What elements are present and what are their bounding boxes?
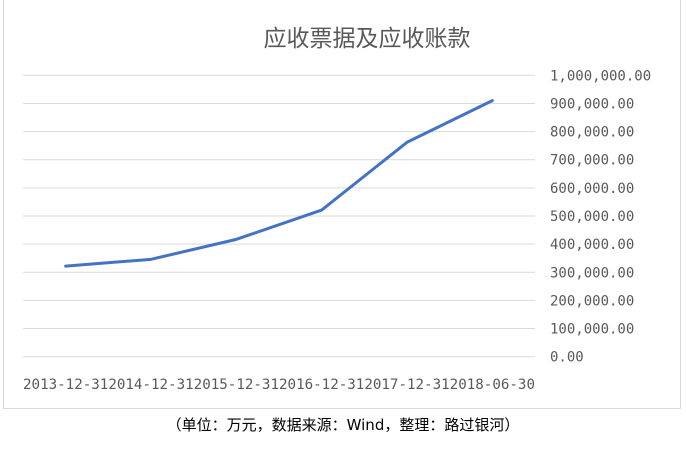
chart-frame xyxy=(3,0,681,409)
x-tick-label: 2014-12-31 xyxy=(108,377,193,393)
chart-title: 应收票据及应收账款 xyxy=(264,26,471,52)
gridlines xyxy=(23,74,535,358)
chart-caption: （单位：万元，数据来源：Wind，整理：路过银河） xyxy=(166,416,520,434)
x-tick-label: 2016-12-31 xyxy=(279,377,364,393)
y-tick-label: 600,000.00 xyxy=(550,181,634,197)
x-axis: 2013-12-31 2014-12-31 2015-12-31 2016-12-31… xyxy=(23,377,535,393)
y-tick-label: 200,000.00 xyxy=(550,293,634,309)
y-tick-label: 1,000,000.00 xyxy=(550,68,651,84)
y-tick-label: 100,000.00 xyxy=(550,322,634,338)
series-line xyxy=(64,99,494,268)
x-tick-label: 2015-12-31 xyxy=(194,377,279,393)
y-tick-label: 900,000.00 xyxy=(550,96,634,112)
y-tick-label: 0.00 xyxy=(550,350,584,366)
x-tick-label: 2018-06-30 xyxy=(450,377,535,393)
y-axis: 0.00 100,000.00 200,000.00 300,000.00 400,00… xyxy=(550,68,651,365)
y-tick-label: 500,000.00 xyxy=(550,209,634,225)
line-chart: 应收票据及应收账款 0.00 100,000.00 200,000.00 300,00… xyxy=(23,26,651,393)
y-tick-label: 800,000.00 xyxy=(550,125,634,141)
x-tick-label: 2017-12-31 xyxy=(364,377,449,393)
y-tick-label: 400,000.00 xyxy=(550,237,634,253)
y-tick-label: 300,000.00 xyxy=(550,265,634,281)
x-tick-label: 2013-12-31 xyxy=(23,377,108,393)
y-tick-label: 700,000.00 xyxy=(550,153,634,169)
series-group xyxy=(64,99,494,268)
